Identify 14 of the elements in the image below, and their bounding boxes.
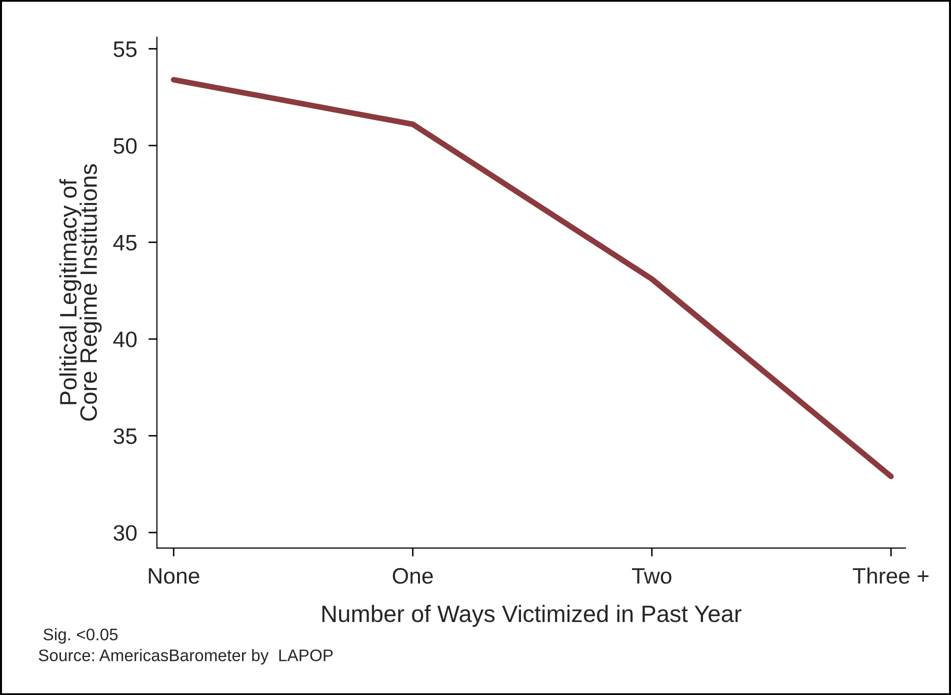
- source-note: Source: AmericasBarometer by LAPOP: [38, 649, 333, 665]
- x-tick-label: Three +: [852, 567, 929, 584]
- x-tick-label: Two: [632, 568, 672, 584]
- x-tick-label: None: [148, 568, 200, 584]
- text: Sig. <0.05: [44, 628, 118, 644]
- y-tick-label: 35: [114, 428, 137, 444]
- y-tick-label: 40: [113, 332, 137, 348]
- y-tick-label: 45: [113, 235, 137, 251]
- y-tick-label: 50: [114, 138, 137, 154]
- y-axis-title: Political Legitimacy of Core Regime Institutions: [59, 164, 102, 421]
- x-tick-label: One: [392, 568, 433, 584]
- x-axis-title: Number of Ways Victimized in Past Year: [322, 604, 742, 627]
- y-tick-label: 30: [114, 525, 137, 541]
- y-tick-label: 55: [114, 42, 137, 58]
